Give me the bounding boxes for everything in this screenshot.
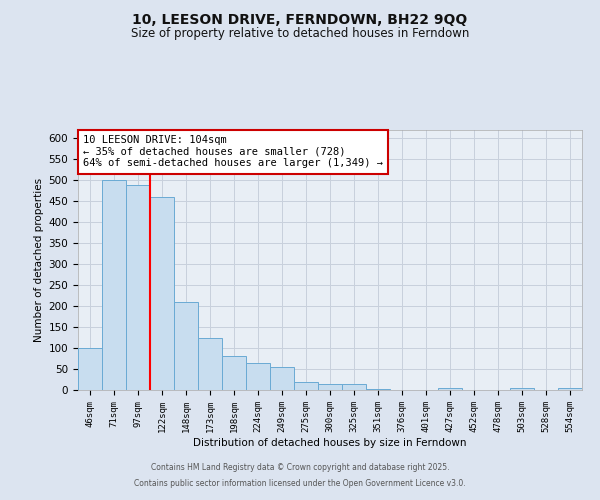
Bar [126,184,150,390]
Text: Contains public sector information licensed under the Open Government Licence v3: Contains public sector information licen… [134,478,466,488]
Bar [78,348,102,390]
Text: Size of property relative to detached houses in Ferndown: Size of property relative to detached ho… [131,28,469,40]
Bar [150,197,174,390]
Bar [558,388,582,390]
Bar [342,384,366,390]
Bar [270,367,294,390]
Bar [438,388,462,390]
Text: 10 LEESON DRIVE: 104sqm
← 35% of detached houses are smaller (728)
64% of semi-d: 10 LEESON DRIVE: 104sqm ← 35% of detache… [83,135,383,168]
Bar [318,384,342,390]
Text: 10, LEESON DRIVE, FERNDOWN, BH22 9QQ: 10, LEESON DRIVE, FERNDOWN, BH22 9QQ [133,12,467,26]
X-axis label: Distribution of detached houses by size in Ferndown: Distribution of detached houses by size … [193,438,467,448]
Text: Contains HM Land Registry data © Crown copyright and database right 2025.: Contains HM Land Registry data © Crown c… [151,464,449,472]
Bar [366,388,390,390]
Bar [174,302,198,390]
Bar [246,362,270,390]
Bar [510,388,534,390]
Bar [294,382,318,390]
Bar [222,356,246,390]
Bar [102,180,126,390]
Y-axis label: Number of detached properties: Number of detached properties [34,178,44,342]
Bar [198,338,222,390]
